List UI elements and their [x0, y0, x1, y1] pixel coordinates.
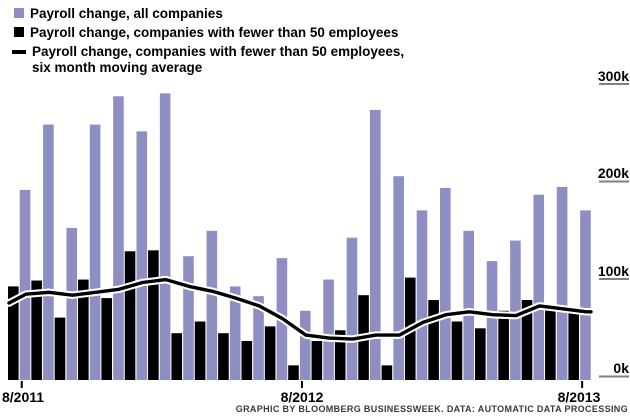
- bar-all-companies: [556, 186, 568, 380]
- x-tick-label-2012: 8/2012: [280, 389, 324, 405]
- bar-small-companies: [498, 310, 509, 380]
- bar-all-companies: [323, 279, 334, 380]
- bar-small-companies: [218, 333, 229, 380]
- bar-all-companies: [533, 194, 545, 380]
- bar-all-companies: [440, 187, 451, 380]
- legend-label-moving-average-line2: six month moving average: [32, 60, 203, 75]
- bar-small-companies: [334, 330, 346, 380]
- bar-all-companies: [113, 96, 124, 381]
- source-caption: GRAPHIC BY BLOOMBERG BUSINESSWEEK. DATA:…: [235, 404, 628, 414]
- bar-all-companies: [346, 237, 358, 380]
- bar-all-companies: [370, 109, 381, 381]
- moving-average-line-icon: [12, 50, 26, 54]
- bar-small-companies: [31, 280, 42, 380]
- bar-small-companies: [54, 317, 66, 380]
- bar-small-companies: [311, 341, 323, 380]
- y-tick-label-300k: 300k: [597, 68, 629, 84]
- bar-small-companies: [428, 300, 439, 380]
- moving-average-line: [7, 277, 593, 341]
- bar-all-companies: [43, 124, 54, 380]
- bar-small-companies: [521, 300, 533, 380]
- x-tick-label-2011: 8/2011: [2, 389, 45, 405]
- bar-all-companies: [229, 286, 241, 380]
- bar-all-companies: [299, 310, 311, 380]
- bar-all-companies: [66, 227, 78, 380]
- legend-label-all-companies: Payroll change, all companies: [30, 6, 223, 21]
- bar-small-companies: [101, 298, 112, 380]
- bar-all-companies: [253, 296, 264, 380]
- legend: Payroll change, all companies Payroll ch…: [12, 6, 404, 79]
- bar-small-companies: [241, 341, 253, 380]
- bar-small-companies: [78, 279, 89, 380]
- legend-item-small-companies: Payroll change, companies with fewer tha…: [14, 25, 404, 41]
- bar-small-companies: [451, 321, 463, 380]
- y-tick-label-200k: 200k: [597, 165, 629, 181]
- legend-item-all-companies: Payroll change, all companies: [14, 6, 404, 22]
- bar-small-companies: [475, 328, 486, 380]
- bar-all-companies: [463, 230, 474, 380]
- bar-all-companies: [136, 131, 148, 380]
- legend-label-small-companies: Payroll change, companies with fewer tha…: [30, 25, 399, 40]
- bar-all-companies: [580, 210, 591, 380]
- bar-all-companies: [159, 93, 171, 380]
- bar-small-companies: [8, 286, 19, 380]
- bar-all-companies: [206, 230, 218, 380]
- legend-label-moving-average: Payroll change, companies with fewer tha…: [32, 44, 404, 76]
- bar-small-companies: [381, 365, 393, 380]
- bar-small-companies: [288, 365, 299, 380]
- y-tick-label-100k: 100k: [597, 263, 629, 279]
- bar-small-companies: [148, 250, 159, 380]
- bar-small-companies: [171, 333, 183, 380]
- bar-all-companies: [89, 124, 101, 380]
- bar-all-companies: [19, 189, 31, 380]
- bar-all-companies: [393, 176, 404, 380]
- bar-all-companies: [510, 240, 521, 380]
- y-tick-label-0k: 0k: [613, 360, 629, 376]
- bar-small-companies: [194, 321, 206, 380]
- legend-label-moving-average-line1: Payroll change, companies with fewer tha…: [32, 44, 405, 59]
- x-tick-label-2013: 8/2013: [557, 389, 601, 405]
- bar-all-companies: [183, 256, 194, 380]
- bar-small-companies: [124, 251, 136, 380]
- legend-item-moving-average: Payroll change, companies with fewer tha…: [12, 44, 404, 76]
- bar-all-companies: [416, 210, 428, 380]
- small-companies-swatch-icon: [14, 27, 24, 37]
- bar-small-companies: [568, 307, 579, 380]
- bar-small-companies: [264, 326, 276, 380]
- bar-all-companies: [486, 261, 498, 380]
- all-companies-swatch-icon: [14, 8, 24, 18]
- bar-small-companies: [545, 304, 556, 380]
